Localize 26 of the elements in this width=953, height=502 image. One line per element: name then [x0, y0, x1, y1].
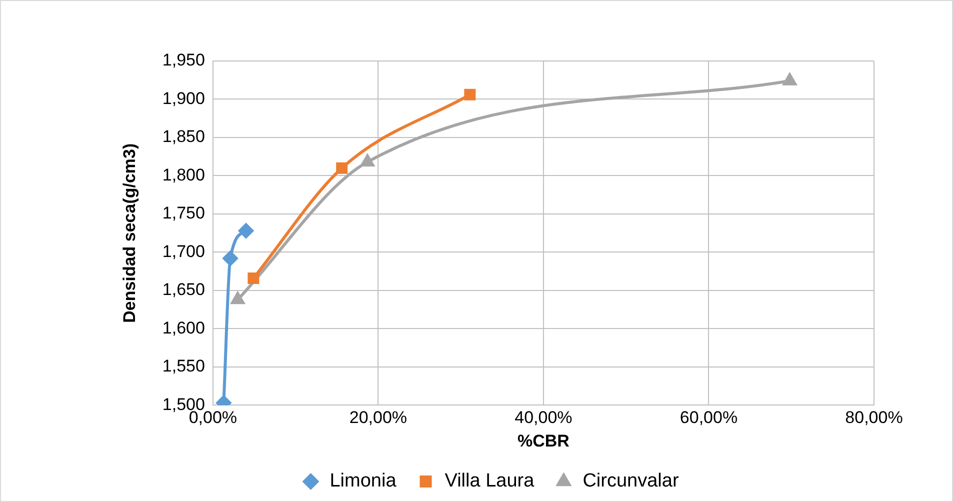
- x-tick-label: 40,00%: [514, 408, 572, 428]
- x-tick-label: 80,00%: [845, 408, 903, 428]
- point: [360, 154, 374, 166]
- y-axis-title: Densidad seca(g/cm3): [120, 143, 139, 323]
- y-tick-label: 1,750: [162, 204, 205, 223]
- legend-label: Villa Laura: [444, 470, 535, 492]
- point: [238, 223, 254, 238]
- legend-label: Limonia: [330, 470, 397, 492]
- y-tick-label: 1,800: [162, 165, 205, 184]
- point: [336, 162, 348, 174]
- y-tick-label: 1,650: [162, 280, 205, 300]
- point: [222, 250, 238, 266]
- x-tick-label: 60,00%: [680, 408, 738, 428]
- point: [464, 88, 476, 100]
- y-tick-label: 1,950: [162, 50, 205, 70]
- point: [248, 272, 260, 284]
- y-tick-label: 1,850: [162, 127, 205, 146]
- y-tick-label: 1,600: [162, 318, 205, 338]
- x-tick-label: 20,00%: [349, 408, 408, 428]
- y-tick-label: 1,500: [162, 394, 205, 414]
- x-axis-title: %CBR: [517, 431, 570, 450]
- y-tick-label: 1,900: [162, 88, 205, 108]
- y-tick-label: 1,700: [162, 242, 205, 261]
- point: [231, 292, 244, 304]
- legend-label: Circunvalar: [582, 470, 680, 492]
- y-tick-label: 1,550: [162, 356, 205, 376]
